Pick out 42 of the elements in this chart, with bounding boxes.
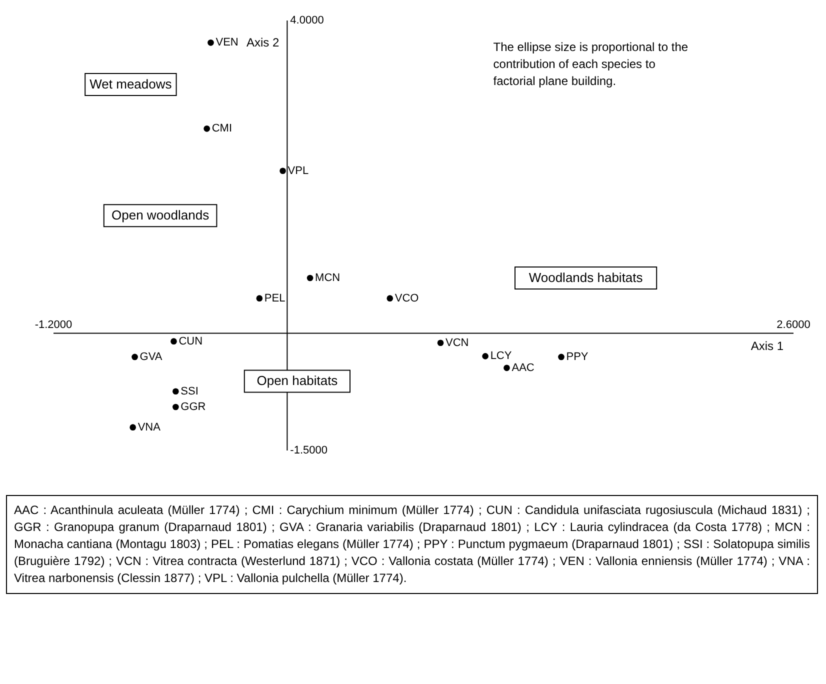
point <box>482 353 488 360</box>
point <box>386 295 394 302</box>
series-label: MCN <box>315 272 340 284</box>
series-label: GVA <box>140 350 163 363</box>
y-axis-title: Axis 2 <box>246 36 280 50</box>
point <box>130 424 136 430</box>
point <box>204 126 210 132</box>
point <box>306 274 314 282</box>
y-tick-label: 4.0000 <box>290 14 324 26</box>
series-label: PEL <box>264 292 286 304</box>
point <box>172 388 179 395</box>
point <box>172 404 179 410</box>
x-tick-label: 2.6000 <box>776 319 810 332</box>
series-label: CUN <box>178 335 203 348</box>
series-label: GGR <box>180 401 206 413</box>
annotation: Open woodlands <box>112 208 210 223</box>
y-tick-label: -1.5000 <box>290 444 328 456</box>
series-label: SSI <box>180 385 198 398</box>
series-label: AAC <box>512 362 534 374</box>
series-label: VCO <box>394 292 420 304</box>
annotation: Woodlands habitats <box>528 270 644 285</box>
series-label: LCY <box>490 350 512 362</box>
series-label: PPY <box>566 350 589 363</box>
annotation: Wet meadows <box>90 76 172 92</box>
annotation: The ellipse size is proportional to the contribution of each species to factorial plane building. <box>493 40 688 88</box>
x-tick-label: -1.2000 <box>34 319 72 332</box>
series-label: VCN <box>446 336 469 349</box>
series-label: VNA <box>138 421 162 434</box>
series-label: CMI <box>212 122 232 135</box>
series-label: VPL <box>288 164 309 177</box>
point <box>280 168 286 174</box>
point <box>504 364 510 372</box>
point <box>558 354 564 360</box>
point <box>208 40 214 46</box>
text: AAC : Acanthinula aculeata (Müller 1774) ; CMI : Carychium minimum (Müller 1774) ; CUN : Candidula unifasciata rugosiuscula (Michaud 1831) ; GGR : Granopupa granum (Draparnaud 1801) ; GVA : Granaria variabilis (Draparnaud 1801) ; LCY : Lauria cylindracea (da Costa 1778) ; MCN : Monacha cantiana (Montagu 1803) ; PEL : Pomatias elegans (Müller 1774) ; PPY : Punctum pygmaeum (Draparnaud 1801) ; SSI : Solatopupa similis (Bruguière 1792) ; VCN : Vitrea contracta (Westerlund 1871) ; VCO : Vallonia costata (Müller 1774) ; VEN : Vallonia enniensis (Müller 1774) ; VNA : Vitrea narbonensis (Clessin 1877) ; VPL : Vallonia pulchella (Müller 1774). <box>6 495 818 594</box>
x-axis-title: Axis 1 <box>750 339 784 354</box>
series-label: VEN <box>216 36 238 49</box>
point <box>256 295 263 302</box>
point <box>437 340 444 346</box>
annotation: Open habitats <box>256 373 338 388</box>
point <box>132 354 138 360</box>
point <box>170 338 177 344</box>
